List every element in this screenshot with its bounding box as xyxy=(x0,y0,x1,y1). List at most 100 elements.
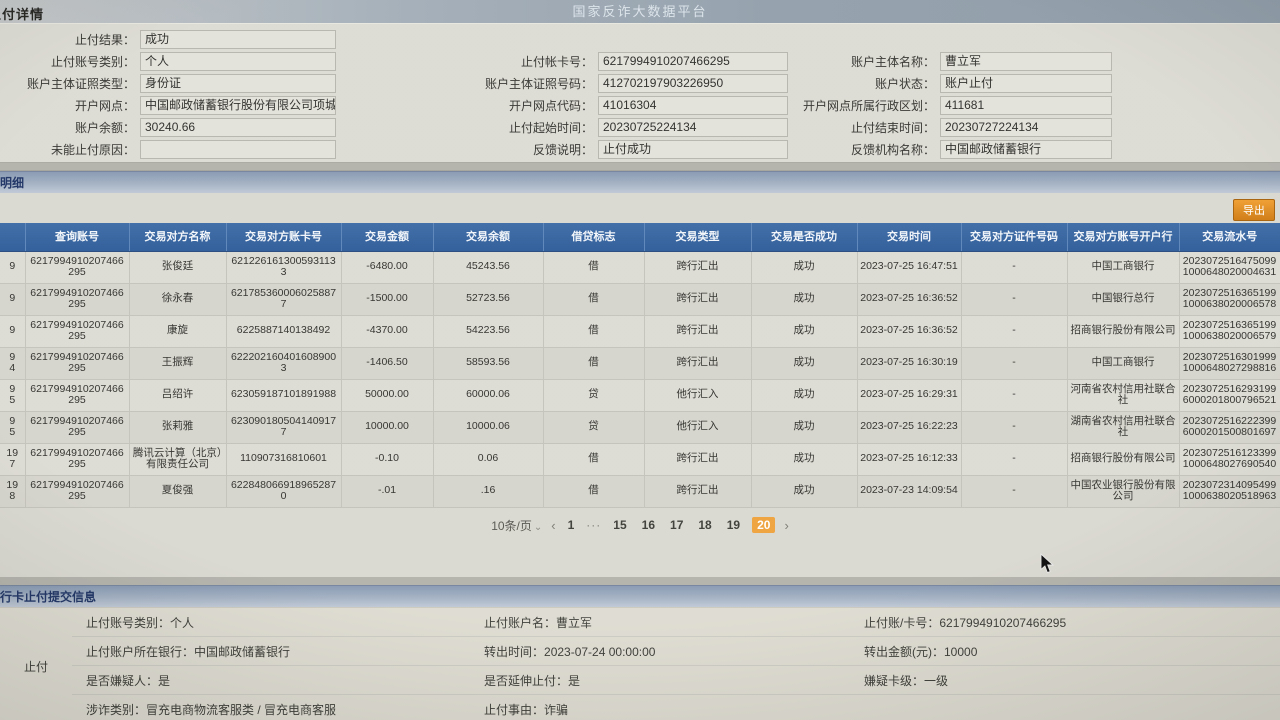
page-button-16[interactable]: 16 xyxy=(641,518,656,532)
submission-fraud-category: 涉诈类别：冒充电商物流客服类 / 冒充电商客服 xyxy=(86,702,337,717)
cell-balance: .16 xyxy=(433,474,544,508)
field-label-balance: 账户余额： xyxy=(74,120,135,135)
field-label-card-number: 止付帐卡号： xyxy=(520,54,593,69)
field-value-feedback-org: 中国邮政储蓄银行 xyxy=(940,139,1112,159)
submission-extended-stop: 是否延伸止付：是 xyxy=(484,673,581,688)
header-card: 交易对方账卡号 xyxy=(225,223,341,252)
cell-flag: 贷 xyxy=(543,410,645,444)
header-index xyxy=(0,223,25,252)
cell-card: 6222021604016089003 xyxy=(226,346,342,380)
cell-serial: 20230725164750991000648020004631 xyxy=(1179,250,1280,284)
page-ellipsis[interactable]: ··· xyxy=(586,518,602,532)
table-row: 9 4 6217994910207466295 王振辉 622202160401608… xyxy=(0,346,1280,380)
header-counterparty: 交易对方名称 xyxy=(128,223,226,252)
field-value-branch-region: 411681 xyxy=(940,95,1112,115)
cell-account: 6217994910207466295 xyxy=(25,378,130,412)
cell-type: 跨行汇出 xyxy=(644,314,752,348)
table-row: 9 6217994910207466295 张俊廷 62122616130059311… xyxy=(0,250,1280,284)
cell-counterparty: 吕绍许 xyxy=(129,378,227,412)
field-value-branch: 中国邮政储蓄银行股份有限公司项城市高寺... xyxy=(140,95,336,115)
cell-flag: 借 xyxy=(543,314,645,348)
page-button-15[interactable]: 15 xyxy=(613,518,627,532)
field-value-branch-code: 41016304 xyxy=(598,95,788,115)
table-row: 9 6217994910207466295 康旋 6225887140138492 -4… xyxy=(0,314,1280,348)
field-label-account-status: 账户状态： xyxy=(874,76,935,91)
page-button-1[interactable]: 1 xyxy=(567,518,575,532)
platform-title: 国家反诈大数据平台 xyxy=(572,4,708,19)
cell-serial: 20230725162931996000201800796521 xyxy=(1179,378,1280,412)
field-value-id-number: 412702197903226950 xyxy=(598,73,788,93)
transactions-section-title: 交易明细 xyxy=(0,176,25,190)
field-value-account-status: 账户止付 xyxy=(940,73,1112,93)
submission-stop-reason: 止付事由：诈骗 xyxy=(484,702,569,717)
field-label-stop-end-time: 止付结束时间： xyxy=(850,120,935,135)
submission-account-name: 止付账户名：曹立军 xyxy=(484,615,593,630)
submission-row: 止付账户所在银行：中国邮政储蓄银行 转出时间：2023-07-24 00:00:… xyxy=(72,637,1280,666)
field-label-branch-code: 开户网点代码： xyxy=(508,98,593,113)
submission-section-header: 银行卡止付提交信息 xyxy=(0,585,1280,607)
detail-row: 止付账号类别： 个人 止付帐卡号： 6217994910207466295 账户… xyxy=(0,50,1280,72)
table-row: 9 5 6217994910207466295 吕绍许 623059187101891… xyxy=(0,378,1280,412)
cell-time: 2023-07-25 16:29:31 xyxy=(857,378,962,412)
cell-amount: -1500.00 xyxy=(341,282,434,316)
cell-amount: -1406.50 xyxy=(341,346,434,380)
header-success: 交易是否成功 xyxy=(750,223,857,252)
header-type: 交易类型 xyxy=(643,223,751,252)
chevron-down-icon: ⌄ xyxy=(533,521,543,533)
cell-type: 他行汇入 xyxy=(644,378,752,412)
page-button-19[interactable]: 19 xyxy=(726,518,741,532)
field-label-account-type: 止付账号类别： xyxy=(50,54,135,69)
cell-balance: 10000.06 xyxy=(433,410,544,444)
cell-type: 跨行汇出 xyxy=(644,474,752,508)
header-id-number: 交易对方证件号码 xyxy=(960,223,1067,252)
cell-bank: 招商银行股份有限公司 xyxy=(1067,314,1180,348)
submission-group-label: 止付 xyxy=(23,659,48,674)
field-value-stop-end-time: 20230727224134 xyxy=(940,117,1112,137)
cell-balance: 58593.56 xyxy=(433,346,544,380)
cell-account: 6217994910207466295 xyxy=(25,346,130,380)
cell-type: 跨行汇出 xyxy=(644,250,752,284)
page-button-18[interactable]: 18 xyxy=(698,518,712,532)
cell-time: 2023-07-23 14:09:54 xyxy=(857,474,962,508)
cell-idx: 9 xyxy=(0,282,26,316)
transactions-section-header: 交易明细 xyxy=(0,171,1280,193)
submission-transfer-amount: 转出金额(元)：10000 xyxy=(864,644,978,659)
field-label-feedback-org: 反馈机构名称： xyxy=(850,142,935,157)
cell-type: 跨行汇出 xyxy=(644,346,752,380)
header-flag: 借贷标志 xyxy=(542,223,644,252)
cell-balance: 54223.56 xyxy=(433,314,544,348)
field-value-card-number: 6217994910207466295 xyxy=(598,51,788,71)
cell-flag: 借 xyxy=(543,442,645,476)
submission-card-number: 止付账/卡号：6217994910207466295 xyxy=(864,615,1067,630)
cell-amount: -0.10 xyxy=(341,442,434,476)
cell-counterparty: 夏俊强 xyxy=(129,474,227,508)
cell-idx: 9 5 xyxy=(0,378,26,412)
cell-type: 跨行汇出 xyxy=(644,282,752,316)
prev-page-button[interactable]: ‹ xyxy=(551,517,556,533)
export-button[interactable]: 导出 xyxy=(1233,199,1275,221)
cell-bank: 中国工商银行 xyxy=(1067,346,1180,380)
cell-idx: 19 8 xyxy=(0,474,26,508)
field-label-feedback: 反馈说明： xyxy=(532,142,593,157)
cell-counterparty: 徐永春 xyxy=(129,282,227,316)
next-page-button[interactable]: › xyxy=(784,517,789,533)
page-button-20-active[interactable]: 20 xyxy=(752,517,776,533)
submission-account-type: 止付账号类别：个人 xyxy=(86,615,195,630)
cell-amount: -.01 xyxy=(341,474,434,508)
page-size-select[interactable]: 10条/页 ⌄ xyxy=(491,517,542,534)
cell-card: 110907316810601 xyxy=(226,442,342,476)
page-button-17[interactable]: 17 xyxy=(670,518,684,532)
header-amount: 交易金额 xyxy=(340,223,433,252)
detail-row: 止付结果： 成功 xyxy=(0,28,1280,50)
page-size-label: 10条/页 xyxy=(491,518,532,533)
section-divider xyxy=(0,163,1280,171)
cell-counterparty: 张莉雅 xyxy=(129,410,227,444)
submission-bank: 止付账户所在银行：中国邮政储蓄银行 xyxy=(86,644,291,659)
cell-type: 跨行汇出 xyxy=(644,442,752,476)
cell-serial: 20230725163651991000638020006579 xyxy=(1179,314,1280,348)
header-bank: 交易对方账号开户行 xyxy=(1066,223,1179,252)
cell-time: 2023-07-25 16:12:33 xyxy=(857,442,962,476)
mouse-cursor xyxy=(1040,552,1055,580)
cell-flag: 借 xyxy=(543,282,645,316)
cell-account: 6217994910207466295 xyxy=(25,410,130,444)
